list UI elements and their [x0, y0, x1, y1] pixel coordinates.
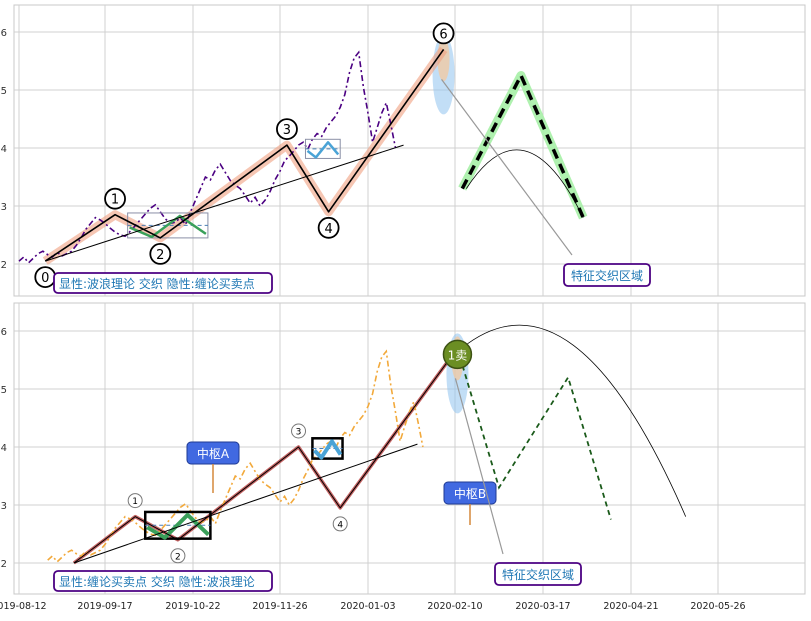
wave-label-circle [332, 516, 348, 532]
hub-zigzag [306, 141, 340, 159]
wave-line [44, 48, 445, 262]
y-tick-label: 2 [1, 260, 7, 271]
y-tick-label: 3 [1, 501, 7, 512]
panel-corner-label: 显性:缠论买卖点 交织 隐性:波浪理论 [59, 574, 255, 589]
x-tick-label: 2020-03-17 [515, 601, 570, 612]
y-tick-label: 5 [1, 86, 7, 97]
y-tick-label: 3 [1, 202, 7, 213]
y-tick-label: 6 [1, 28, 7, 39]
x-tick-label: 2020-02-10 [427, 601, 482, 612]
x-tick-label: 2020-01-03 [340, 601, 395, 612]
wave-label: 0 [41, 271, 49, 286]
panel-corner-label-box [53, 570, 273, 592]
x-tick-label: 2019-08-12 [0, 601, 47, 612]
hub-label: 中枢B [454, 486, 486, 501]
feature-label: 特征交织区域 [502, 567, 574, 582]
feature-pointer [441, 79, 573, 256]
wave-label: 4 [337, 520, 343, 530]
feature-label: 特征交织区域 [571, 268, 643, 283]
projection-line [460, 71, 585, 219]
plot-frame [13, 302, 806, 595]
wave-label-circle [170, 548, 186, 564]
y-tick-label: 4 [1, 443, 7, 454]
x-tick-label: 2019-10-22 [165, 601, 220, 612]
wave-label: 3 [296, 428, 302, 438]
wave-label-circle [317, 216, 340, 239]
wave-line [73, 348, 458, 564]
price-series [18, 50, 397, 264]
x-tick-label: 2019-11-26 [252, 601, 307, 612]
projection-arc [465, 149, 584, 218]
wave-label: 4 [324, 222, 332, 237]
sell-point-marker [442, 339, 473, 370]
y-tick-label: 2 [1, 559, 7, 570]
wave-label: 6 [439, 27, 447, 42]
x-tick-label: 2020-04-21 [603, 601, 658, 612]
sell-point-label: 1卖 [448, 348, 468, 362]
wave-label-circle [432, 22, 455, 45]
wave-label-circle [104, 187, 126, 210]
wave-label-circle [291, 423, 307, 439]
price-series [47, 349, 424, 563]
x-tick-label: 2019-09-17 [77, 601, 132, 612]
plot-frame [13, 4, 806, 297]
trend-line [45, 144, 404, 262]
hub-zigzag [312, 439, 343, 460]
panel-bottom: 23456012341卖中枢A中枢B特征交织区域显性:缠论买卖点 交织 隐性:波… [1, 302, 806, 595]
y-tick-label: 5 [1, 385, 7, 396]
hub-label: 中枢A [197, 446, 230, 461]
projection-arc [461, 324, 687, 517]
wave-label: 3 [283, 123, 291, 138]
wave-label: 1 [111, 193, 119, 208]
panel-corner-label-box [53, 272, 273, 294]
y-tick-label: 4 [1, 144, 7, 155]
feature-label-box [563, 263, 651, 287]
y-tick-label: 6 [1, 327, 7, 338]
hub-zigzag [129, 214, 207, 239]
panel-corner-label: 显性:波浪理论 交织 隐性:缠论买卖点 [59, 276, 255, 291]
projection-line [456, 348, 612, 520]
feature-label-box [494, 562, 582, 586]
wave-label: 2 [175, 552, 181, 562]
x-tick-label: 2020-05-26 [690, 601, 745, 612]
feature-pointer [454, 378, 504, 555]
wave-label-circle [276, 118, 298, 141]
wave-label: 1 [132, 497, 138, 507]
wave-label-circle [127, 493, 143, 509]
wave-label: 2 [156, 248, 164, 263]
trend-line [73, 443, 418, 564]
wave-label-circle [149, 242, 172, 265]
